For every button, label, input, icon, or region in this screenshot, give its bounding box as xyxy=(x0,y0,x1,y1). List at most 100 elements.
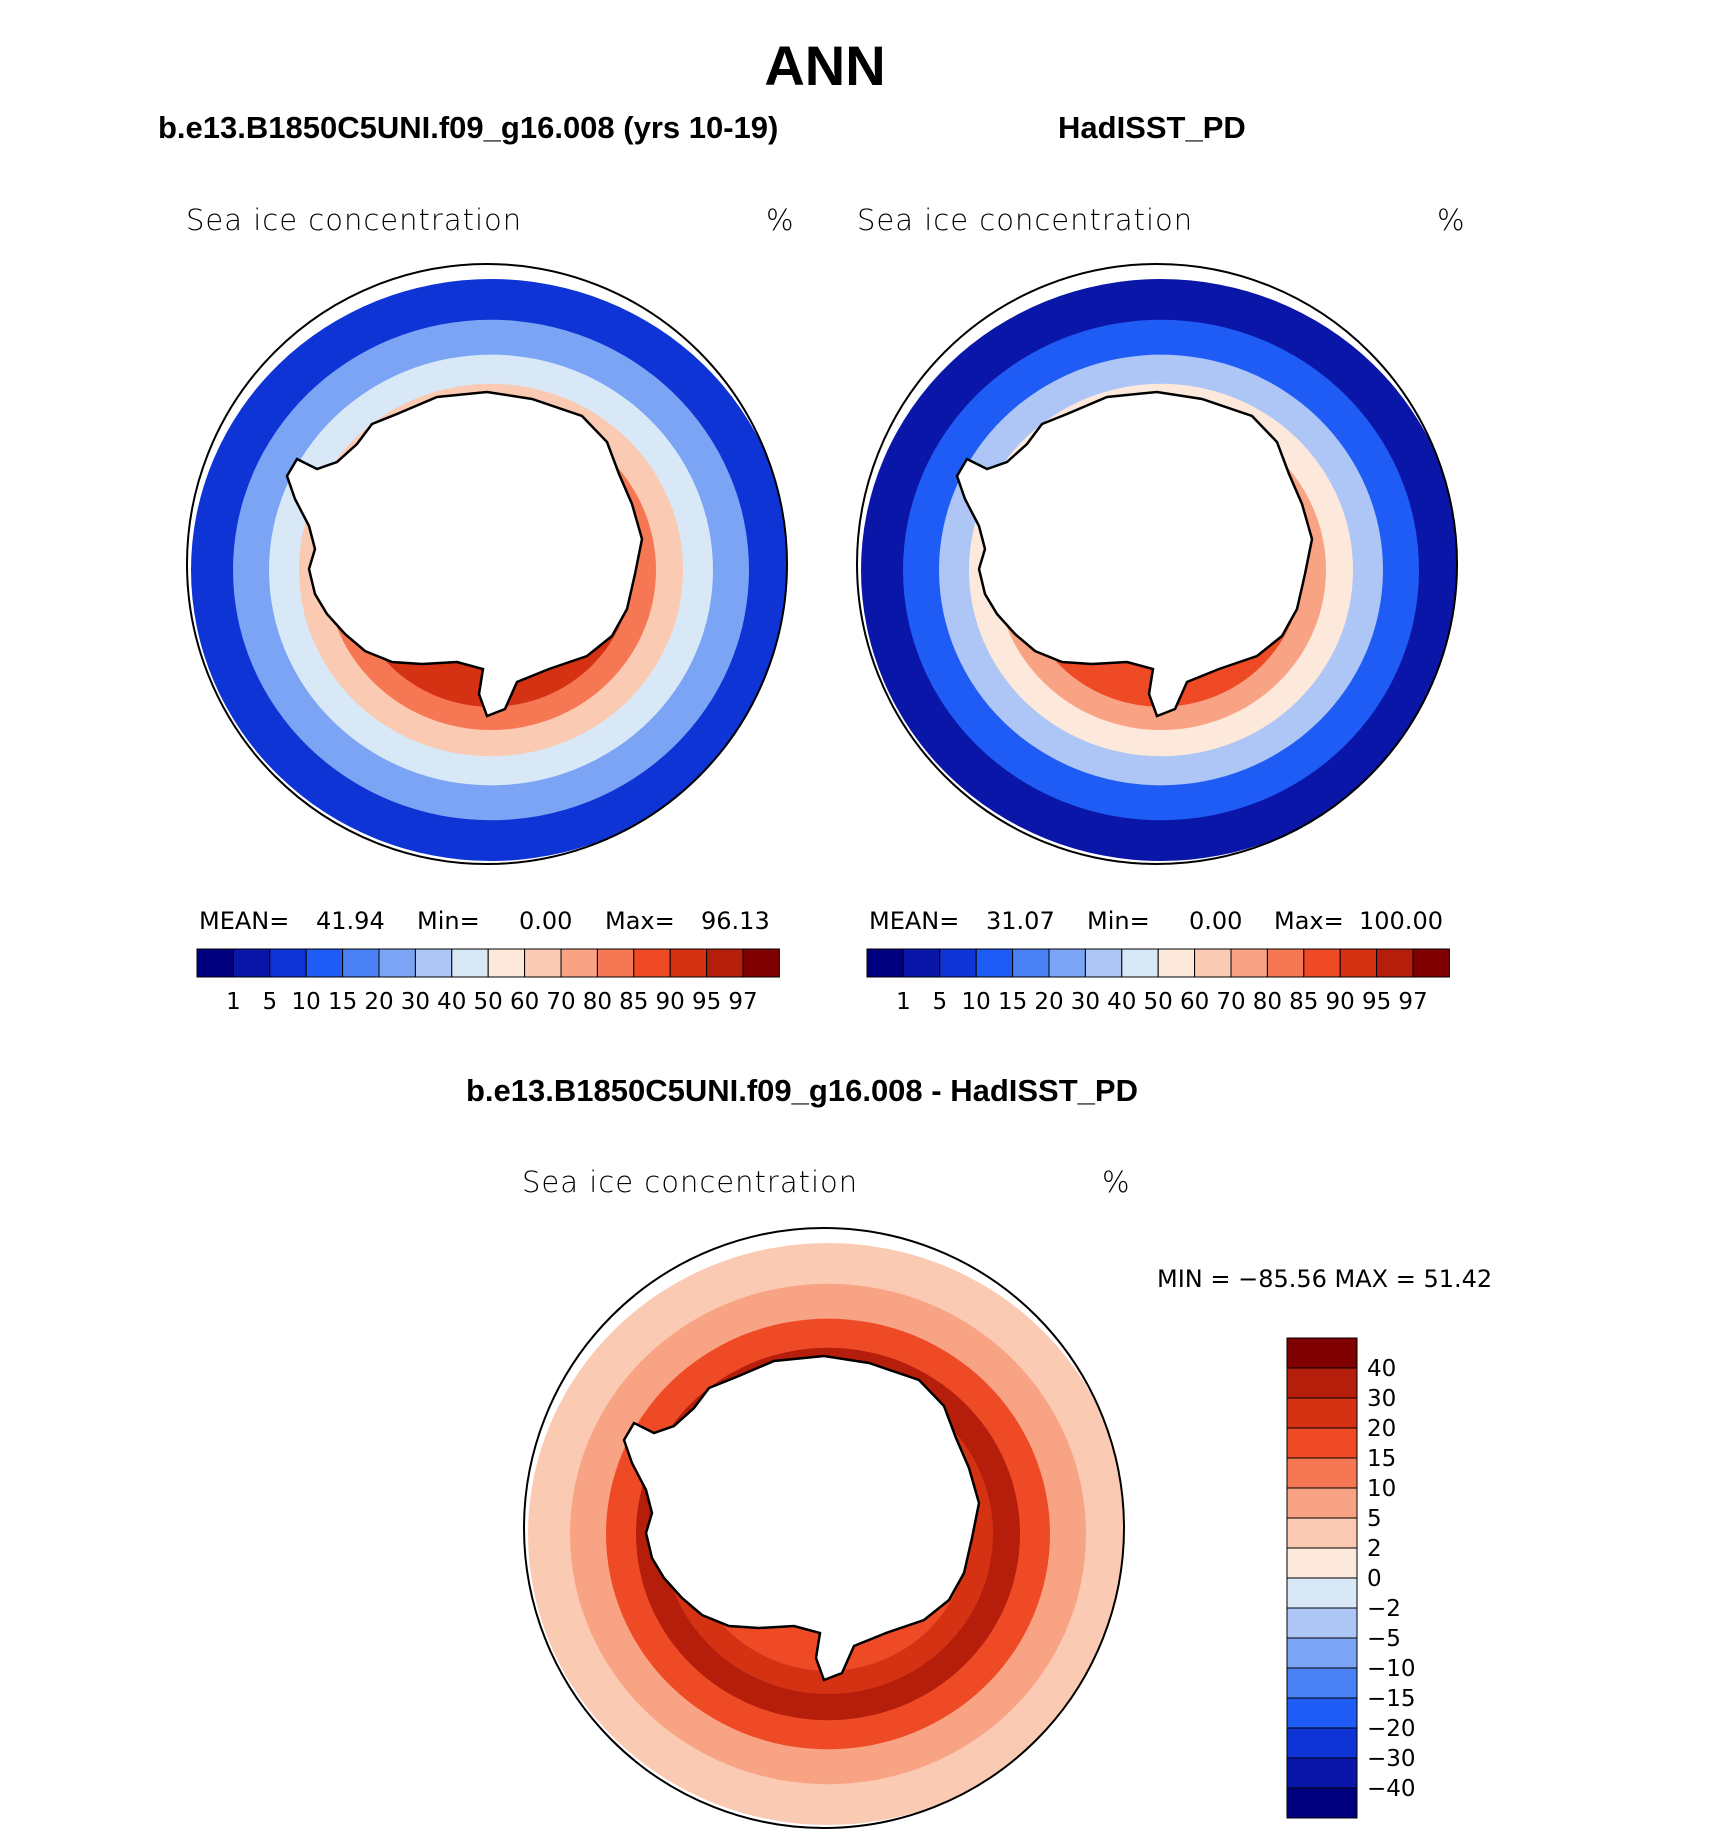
colorbar-swatch xyxy=(1266,948,1305,978)
panel3-map xyxy=(523,1227,1125,1829)
colorbar-tick-label: 95 xyxy=(692,989,721,1015)
colorbar-tick-label: 5 xyxy=(1367,1506,1382,1532)
panel1-map xyxy=(186,263,788,865)
concentration-field xyxy=(191,279,787,861)
colorbar-tick-label: 50 xyxy=(1144,989,1173,1015)
colorbar-swatch xyxy=(975,948,1014,978)
colorbar-tick-label: 50 xyxy=(474,989,503,1015)
panel2-max-label: Max= xyxy=(1274,907,1344,935)
colorbar-tick-label: 10 xyxy=(1367,1476,1396,1502)
panel2-mean-label: MEAN= xyxy=(869,907,960,935)
colorbar-swatch xyxy=(1230,948,1268,978)
colorbar-tick-label: 90 xyxy=(656,989,685,1015)
panel1-max-label: Max= xyxy=(605,907,675,935)
colorbar-swatch xyxy=(939,948,977,978)
colorbar-swatch xyxy=(1286,1727,1358,1759)
colorbar-swatch xyxy=(1286,1517,1358,1549)
colorbar-swatch xyxy=(232,948,271,978)
colorbar-swatch xyxy=(1194,948,1232,978)
map-boundary xyxy=(523,1227,1125,1829)
colorbar-tick-label: −10 xyxy=(1367,1656,1416,1682)
panel1-title: b.e13.B1850C5UNI.f09_g16.008 (yrs 10-19) xyxy=(158,110,779,145)
colorbar-swatch xyxy=(866,948,904,978)
colorbar-tick-label: −20 xyxy=(1367,1716,1416,1742)
panel3-variable-label: Sea ice concentration xyxy=(522,1165,859,1199)
colorbar-swatch xyxy=(342,948,380,978)
colorbar-swatch xyxy=(1286,1367,1358,1399)
colorbar-tick-label: 10 xyxy=(292,989,321,1015)
colorbar-swatch xyxy=(1157,948,1196,978)
colorbar-swatch xyxy=(1048,948,1086,978)
colorbar-tick-label: 30 xyxy=(401,989,430,1015)
panel1-min-label: Min= xyxy=(417,907,480,935)
colorbar-swatch xyxy=(1286,1787,1358,1819)
colorbar-swatch xyxy=(1286,1577,1358,1609)
colorbar-tick-label: −5 xyxy=(1367,1626,1401,1652)
panel2-min-label: Min= xyxy=(1087,907,1150,935)
colorbar-swatch xyxy=(596,948,635,978)
panel1-max-value: 96.13 xyxy=(701,907,770,935)
colorbar-swatch xyxy=(1286,1397,1358,1429)
panel2-min-value: 0.00 xyxy=(1189,907,1243,935)
colorbar-tick-label: 15 xyxy=(1367,1446,1396,1472)
colorbar-tick-label: 20 xyxy=(1367,1416,1396,1442)
antarctica-coastline xyxy=(955,390,1314,718)
colorbar-swatch xyxy=(742,948,780,978)
colorbar-swatch xyxy=(378,948,416,978)
colorbar-tick-label: 95 xyxy=(1362,989,1391,1015)
colorbar-tick-label: 80 xyxy=(583,989,612,1015)
colorbar-swatch xyxy=(1286,1547,1358,1579)
colorbar-swatch xyxy=(669,948,708,978)
panel2-mean-value: 31.07 xyxy=(986,907,1055,935)
colorbar-tick-label: 5 xyxy=(932,989,947,1015)
colorbar-tick-label: 15 xyxy=(328,989,357,1015)
colorbar-swatch xyxy=(524,948,562,978)
colorbar-tick-label: 85 xyxy=(1289,989,1318,1015)
colorbar-tick-label: 40 xyxy=(1367,1356,1396,1382)
colorbar-swatch xyxy=(902,948,941,978)
colorbar-swatch xyxy=(1286,1337,1358,1369)
concentration-field xyxy=(861,279,1457,861)
colorbar-swatch xyxy=(1286,1457,1358,1489)
panel1-colorbar: 1 5 10 15 20 30 40 50 60 70 80 85 90 95 97 xyxy=(196,948,780,1015)
panel2-colorbar: 1 5 10 15 20 30 40 50 60 70 80 85 90 95 97 xyxy=(866,948,1450,1015)
panel2-units-label: % xyxy=(1437,203,1466,237)
panel1-units-label: % xyxy=(766,203,795,237)
figure-title: ANN xyxy=(764,34,886,97)
colorbar-swatch xyxy=(305,948,344,978)
colorbar-tick-label: 20 xyxy=(364,989,393,1015)
colorbar-swatch xyxy=(1286,1757,1358,1789)
panel1-variable-label: Sea ice concentration xyxy=(186,203,523,237)
colorbar-swatch xyxy=(1286,1427,1358,1459)
colorbar-tick-label: 97 xyxy=(1398,989,1427,1015)
panel1-mean-value: 41.94 xyxy=(316,907,385,935)
panel2-variable-label: Sea ice concentration xyxy=(857,203,1194,237)
colorbar-tick-label: 1 xyxy=(896,989,911,1015)
antarctica-coastline xyxy=(285,390,644,718)
panel3-min-max-text: MIN = −85.56 MAX = 51.42 xyxy=(1157,1265,1493,1293)
colorbar-swatch xyxy=(1012,948,1050,978)
colorbar-swatch xyxy=(1286,1667,1358,1699)
colorbar-swatch xyxy=(196,948,234,978)
colorbar-tick-label: −40 xyxy=(1367,1776,1416,1802)
colorbar-tick-label: 85 xyxy=(619,989,648,1015)
colorbar-swatch xyxy=(451,948,489,978)
colorbar-swatch xyxy=(1339,948,1378,978)
bottom-title: b.e13.B1850C5UNI.f09_g16.008 - HadISST_P… xyxy=(466,1073,1138,1108)
colorbar-tick-label: 5 xyxy=(262,989,277,1015)
antarctica-coastline xyxy=(622,1354,981,1682)
colorbar-tick-label: 60 xyxy=(510,989,539,1015)
colorbar-tick-label: 15 xyxy=(998,989,1027,1015)
colorbar-tick-label: 1 xyxy=(226,989,241,1015)
colorbar-swatch xyxy=(269,948,307,978)
colorbar-tick-label: −30 xyxy=(1367,1746,1416,1772)
panel1-mean-label: MEAN= xyxy=(199,907,290,935)
colorbar-swatch xyxy=(1286,1487,1358,1519)
colorbar-swatch xyxy=(1084,948,1123,978)
colorbar-tick-label: 30 xyxy=(1367,1386,1396,1412)
colorbar-tick-label: 90 xyxy=(1326,989,1355,1015)
colorbar-tick-label: 60 xyxy=(1180,989,1209,1015)
colorbar-swatch xyxy=(1121,948,1159,978)
panel2-max-value: 100.00 xyxy=(1359,907,1443,935)
